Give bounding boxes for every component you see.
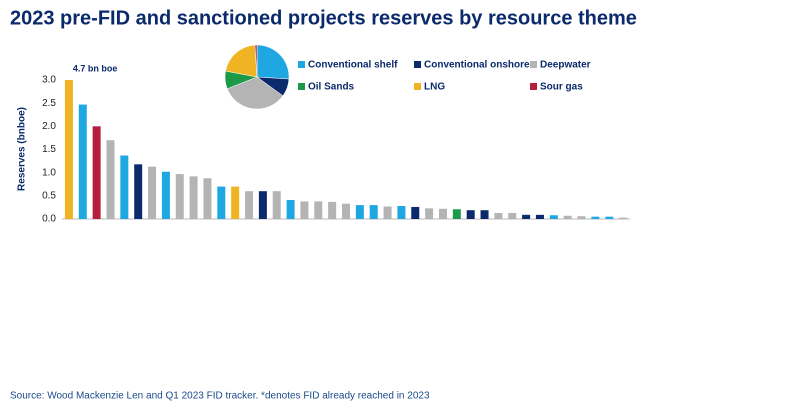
pie-slice xyxy=(225,44,258,78)
bar xyxy=(494,212,503,219)
bar xyxy=(522,214,531,219)
bar xyxy=(466,210,475,219)
bar xyxy=(272,191,281,219)
bar xyxy=(148,166,157,219)
bar xyxy=(452,209,461,219)
bar xyxy=(411,206,420,219)
bar xyxy=(619,217,628,219)
bar xyxy=(78,104,87,219)
bar xyxy=(245,191,254,219)
legend-label: Conventional shelf xyxy=(308,60,398,71)
bar xyxy=(355,205,364,219)
legend-label: LNG xyxy=(424,82,445,93)
source-note: Source: Wood Mackenzie Len and Q1 2023 F… xyxy=(10,391,430,402)
bar xyxy=(563,215,572,219)
y-tick-label: 3.0 xyxy=(42,75,56,86)
bar xyxy=(425,208,434,219)
bar xyxy=(591,216,600,219)
legend-swatch xyxy=(414,61,421,68)
legend-label: Conventional onshore xyxy=(424,60,530,71)
bar xyxy=(369,205,378,219)
y-axis-label: Reserves (bnboe) xyxy=(17,107,28,191)
legend-swatch xyxy=(530,61,537,68)
bar xyxy=(120,155,129,219)
bar xyxy=(577,216,586,219)
bar xyxy=(383,206,392,219)
bar xyxy=(328,201,337,219)
legend-swatch xyxy=(414,83,421,90)
legend-swatch xyxy=(298,83,305,90)
pie-slice xyxy=(254,44,258,78)
bar xyxy=(314,201,323,219)
y-tick-label: 1.5 xyxy=(42,144,56,155)
legend-label: Sour gas xyxy=(540,82,583,93)
legend-swatch xyxy=(298,61,305,68)
y-tick-label: 2.0 xyxy=(42,121,56,132)
bar xyxy=(342,203,350,219)
bar xyxy=(535,214,544,219)
pie-slice xyxy=(256,44,290,80)
bar xyxy=(438,208,447,219)
bar xyxy=(106,140,115,219)
bar xyxy=(217,186,226,219)
legend-swatch xyxy=(530,83,537,90)
bar xyxy=(134,164,143,219)
bar xyxy=(508,212,517,219)
bar xyxy=(300,201,309,219)
y-tick-label: 0.0 xyxy=(42,214,56,225)
bar xyxy=(397,206,406,219)
y-tick-label: 1.0 xyxy=(42,167,56,178)
y-tick-label: 2.5 xyxy=(42,98,56,109)
bar xyxy=(480,210,489,219)
bar xyxy=(605,216,614,219)
bar xyxy=(64,80,73,219)
bar xyxy=(189,176,198,219)
legend-label: Oil Sands xyxy=(308,82,355,93)
bar xyxy=(549,215,558,219)
bar xyxy=(203,178,212,219)
pie-slice xyxy=(226,76,284,110)
bar xyxy=(175,174,184,219)
bar xyxy=(161,171,170,219)
annotation: 4.7 bn boe xyxy=(73,63,118,73)
bar xyxy=(258,191,267,219)
bar xyxy=(231,186,240,219)
chart-title: 2023 pre-FID and sanctioned projects res… xyxy=(10,7,637,29)
bar xyxy=(286,200,295,219)
bar xyxy=(92,126,101,219)
legend-label: Deepwater xyxy=(540,60,591,71)
y-tick-label: 0.5 xyxy=(42,190,56,201)
